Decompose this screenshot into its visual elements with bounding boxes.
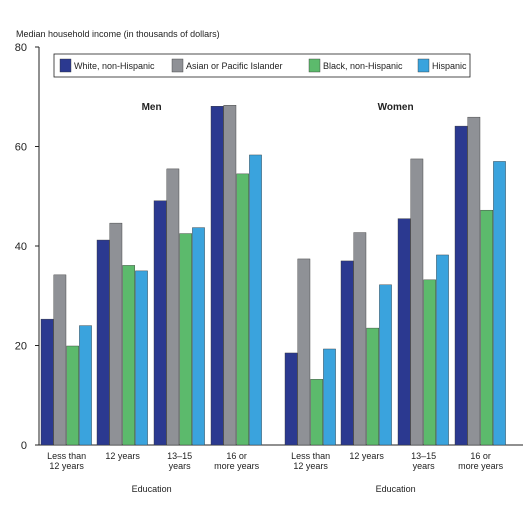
- bar: [110, 223, 122, 445]
- y-tick-label: 80: [15, 42, 27, 54]
- bar: [192, 228, 204, 445]
- bar: [224, 105, 236, 445]
- category-label: Less than 12 years: [291, 451, 330, 471]
- category-label: 16 or more years: [458, 451, 504, 471]
- bar: [41, 319, 53, 445]
- bar: [211, 106, 223, 445]
- bar: [54, 275, 66, 445]
- bar: [67, 346, 79, 445]
- panel-title: Men: [142, 102, 162, 113]
- bars-group: [41, 105, 506, 445]
- category-label: 13–15 years: [411, 451, 436, 471]
- bar: [436, 255, 448, 445]
- legend-label: White, non-Hispanic: [74, 61, 155, 71]
- bar: [285, 353, 297, 445]
- category-label: Less than 12 years: [47, 451, 86, 471]
- legend-label: Hispanic: [432, 61, 467, 71]
- bar: [379, 285, 391, 445]
- legend-swatch: [418, 59, 429, 72]
- bar: [424, 280, 436, 445]
- bar: [398, 219, 410, 445]
- bar: [298, 259, 310, 445]
- x-axis-title: Education: [132, 484, 172, 494]
- bar: [411, 159, 423, 445]
- bar: [455, 126, 467, 445]
- x-axis-title: Education: [376, 484, 416, 494]
- bar: [367, 328, 379, 445]
- y-tick-label: 20: [15, 341, 27, 353]
- legend: White, non-Hispanic Asian or Pacific Isla…: [54, 54, 470, 77]
- panel-title: Women: [378, 102, 414, 113]
- bar: [481, 210, 493, 445]
- bar: [249, 155, 261, 445]
- bar: [123, 265, 135, 445]
- bar: [154, 201, 166, 445]
- bar: [167, 169, 179, 445]
- legend-swatch: [309, 59, 320, 72]
- bar: [180, 234, 192, 445]
- y-tick-label: 60: [15, 142, 27, 154]
- bar: [79, 326, 91, 445]
- legend-label: Black, non-Hispanic: [323, 61, 403, 71]
- y-tick-label: 0: [21, 440, 27, 452]
- legend-label: Asian or Pacific Islander: [186, 61, 283, 71]
- y-ticks: 0 20 40 60 80: [15, 42, 39, 452]
- category-label: 12 years: [349, 451, 384, 461]
- bar: [311, 379, 323, 445]
- category-label: 12 years: [105, 451, 140, 461]
- category-label: 16 or more years: [214, 451, 260, 471]
- category-label: 13–15 years: [167, 451, 192, 471]
- legend-swatch: [60, 59, 71, 72]
- bar: [323, 349, 335, 445]
- bar: [354, 233, 366, 445]
- bar: [97, 240, 109, 445]
- bar: [341, 261, 353, 445]
- bar: [135, 271, 147, 445]
- y-tick-label: 40: [15, 241, 27, 253]
- legend-swatch: [172, 59, 183, 72]
- y-axis-title: Median household income (in thousands of…: [16, 29, 220, 39]
- bar: [493, 161, 505, 445]
- bar: [468, 117, 480, 445]
- bar: [237, 174, 249, 445]
